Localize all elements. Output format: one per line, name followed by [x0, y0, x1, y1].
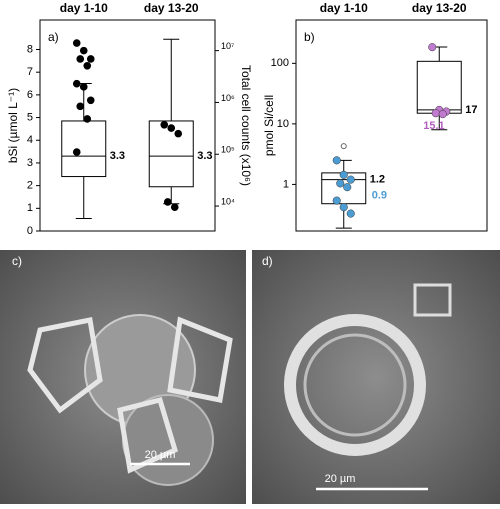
y-tick-label: 8 [27, 43, 33, 55]
data-point [339, 203, 348, 212]
data-point [346, 209, 355, 218]
image-c: c) 20 µm [0, 250, 246, 504]
data-point [343, 183, 352, 192]
box [61, 120, 107, 178]
skeleton [27, 316, 233, 474]
data-point [167, 124, 176, 132]
data-point [336, 179, 345, 188]
scale-bar-label: 20 µm [325, 473, 356, 485]
skeleton [413, 283, 452, 317]
data-point [79, 46, 88, 55]
data-point [428, 43, 437, 52]
y2-tick-label: 10⁶ [221, 93, 235, 103]
image-d: d) 20 µm [252, 250, 500, 504]
diatom [122, 394, 214, 486]
y-tick-label: 10 [277, 118, 289, 130]
data-point [339, 170, 348, 179]
data-point [83, 61, 92, 70]
data-point [72, 148, 81, 156]
y-tick-label: 4 [27, 134, 33, 146]
y2-tick-label: 10⁵ [221, 145, 235, 155]
y2-tick-label: 10⁴ [221, 196, 235, 206]
category-label: day 1-10 [320, 1, 368, 15]
data-point [170, 203, 179, 212]
panel-label: d) [262, 254, 273, 268]
panel-label: b) [304, 30, 315, 44]
mean-label: 15.1 [423, 120, 444, 132]
y-tick-label: 7 [27, 66, 33, 78]
y-tick-label: 1 [283, 178, 289, 190]
data-point [86, 96, 95, 105]
data-point [79, 83, 88, 91]
data-point [332, 196, 341, 205]
data-point [174, 129, 183, 138]
median-label: 1.2 [370, 174, 385, 186]
panel-label: c) [12, 254, 22, 268]
y2-axis-label: Total cell counts (x10⁶) [239, 65, 253, 186]
y-tick-label: 2 [27, 180, 33, 192]
y-tick-label: 6 [27, 89, 33, 101]
data-point [76, 102, 85, 111]
outlier [340, 143, 347, 150]
diatom-ring [303, 333, 407, 437]
data-point [83, 115, 92, 123]
data-point [346, 175, 355, 184]
y-tick-label: 3 [27, 157, 33, 169]
y-tick-label: 100 [271, 57, 289, 69]
median-label: 3.3 [197, 150, 212, 162]
data-point [86, 55, 95, 63]
plot-frame [295, 19, 488, 232]
y2-tick-label: 10⁷ [221, 41, 234, 51]
plot-frame [39, 19, 216, 232]
y-tick-label: 1 [27, 202, 33, 214]
data-point [431, 109, 440, 118]
data-point [438, 110, 447, 119]
data-point [72, 39, 81, 47]
box [148, 120, 194, 188]
category-label: day 13-20 [144, 1, 199, 15]
category-label: day 13-20 [412, 1, 467, 15]
median-label: 17 [465, 104, 477, 116]
y-axis-label: bSi (µmol L⁻¹) [6, 88, 20, 163]
category-label: day 1-10 [60, 1, 108, 15]
box [416, 60, 462, 114]
y-tick-label: 0 [27, 225, 33, 237]
data-point [332, 156, 341, 165]
data-point [76, 55, 85, 63]
y-axis-label: pmol Si/cell [262, 95, 276, 156]
data-point [163, 198, 172, 206]
median-label: 3.3 [110, 150, 125, 162]
diatom-ring [284, 314, 426, 456]
data-point [72, 79, 81, 88]
data-point [160, 121, 169, 129]
panel-label: a) [48, 30, 59, 44]
y-tick-label: 5 [27, 111, 33, 123]
mean-label: 0.9 [372, 190, 387, 202]
scale-bar-label: 20 µm [145, 449, 176, 461]
